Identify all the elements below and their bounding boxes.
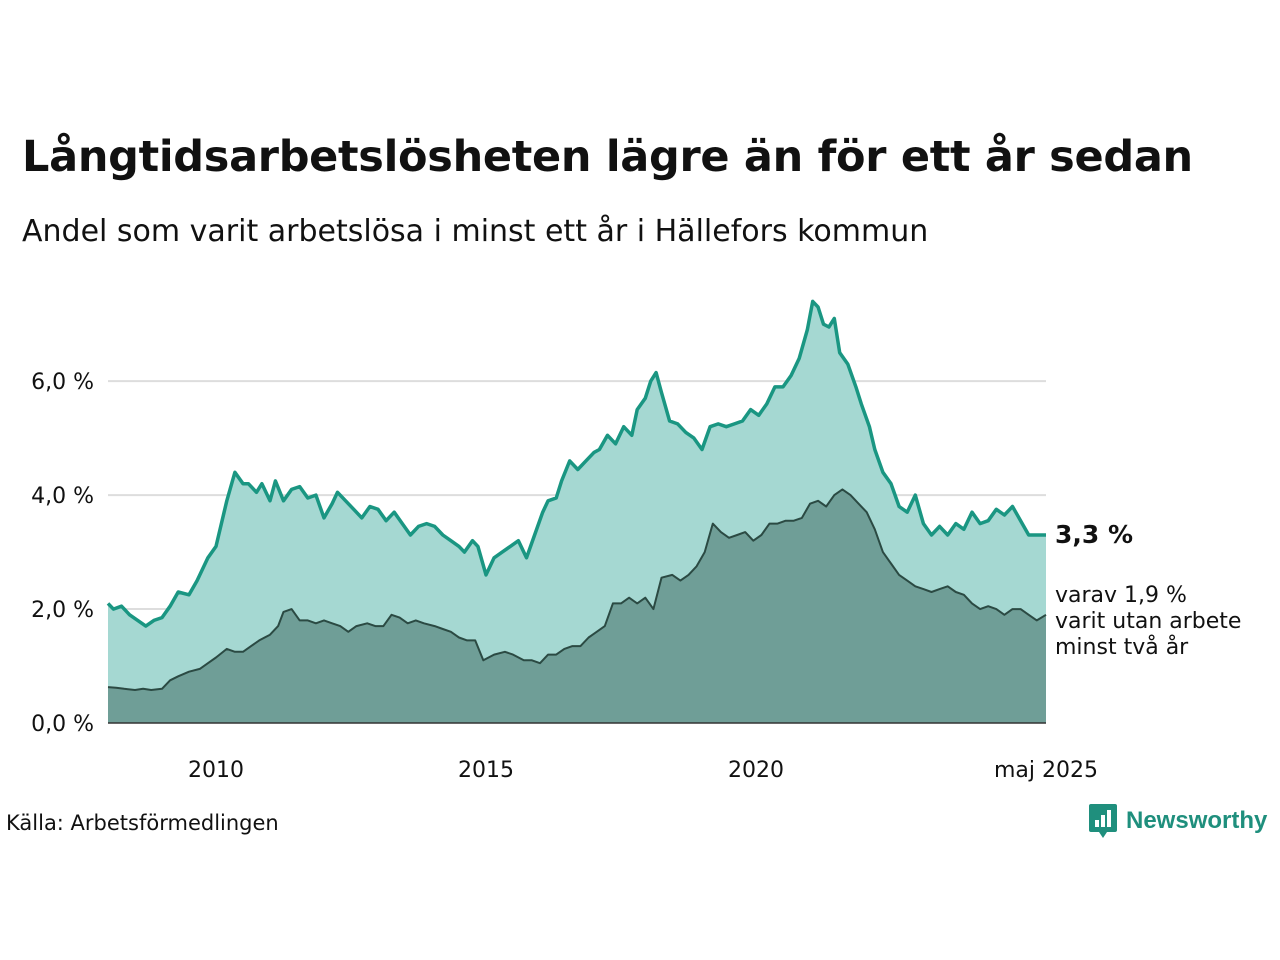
x-tick-label: 2020 <box>728 758 784 783</box>
bar-chart-icon <box>1089 804 1117 838</box>
chart-subtitle: Andel som varit arbetslösa i minst ett å… <box>22 214 929 249</box>
brand-name: Newsworthy <box>1126 807 1268 834</box>
sub-series-note: varav 1,9 % varit utan arbete minst två … <box>1055 583 1241 661</box>
axis-labels: 0,0 % 2,0 % 4,0 % 6,0 % 2010 2015 2020 maj 2025 <box>31 370 1098 783</box>
series-2-area <box>108 489 1046 723</box>
y-tick-label: 4,0 % <box>31 484 94 509</box>
series-2-line <box>107 488 1047 691</box>
chart-title: Långtidsarbetslösheten lägre än för ett … <box>22 132 1193 182</box>
note-line-2: varit utan arbete <box>1055 609 1242 634</box>
series-1-line <box>106 299 1046 628</box>
brand-logo: Newsworthy <box>1088 803 1267 839</box>
source-credit: Källa: Arbetsförmedlingen <box>6 811 279 835</box>
x-tick-label: maj 2025 <box>994 758 1098 783</box>
y-tick-label: 2,0 % <box>31 598 94 623</box>
note-line-3: minst två år <box>1055 635 1189 660</box>
y-tick-label: 6,0 % <box>31 370 94 395</box>
y-tick-label: 0,0 % <box>31 712 94 737</box>
x-tick-label: 2015 <box>458 758 514 783</box>
area-series <box>106 299 1047 723</box>
x-tick-label: 2010 <box>188 758 244 783</box>
latest-value-label: 3,3 % <box>1055 520 1134 549</box>
note-line-1: varav 1,9 % <box>1055 583 1187 608</box>
